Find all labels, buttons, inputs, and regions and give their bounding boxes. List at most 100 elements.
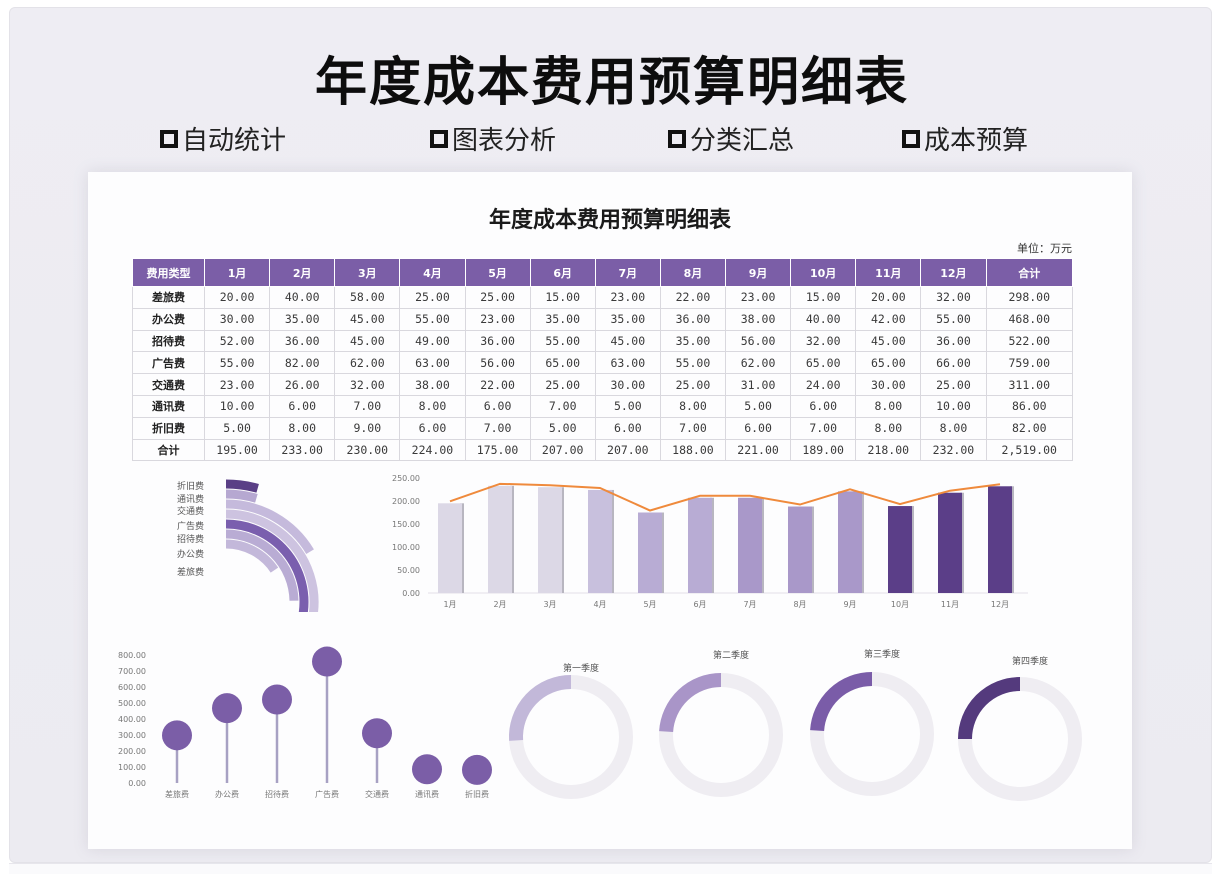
table-cell[interactable]: 36.00	[659, 307, 727, 331]
table-cell[interactable]: 25.00	[464, 286, 531, 309]
table-cell[interactable]: 7.00	[529, 394, 596, 418]
row-label[interactable]: 通讯费	[132, 394, 205, 418]
table-cell[interactable]: 522.00	[985, 329, 1073, 353]
donut-segment[interactable]	[509, 675, 572, 741]
table-cell[interactable]: 9.00	[334, 416, 401, 440]
table-cell[interactable]: 232.00	[920, 438, 987, 462]
table-cell[interactable]: 23.00	[724, 286, 792, 309]
lollipop-dot[interactable]	[262, 684, 292, 715]
table-cell[interactable]: 298.00	[985, 286, 1073, 309]
lollipop-dot[interactable]	[212, 693, 242, 724]
table-cell[interactable]: 8.00	[855, 394, 922, 418]
table-cell[interactable]: 35.00	[529, 307, 596, 331]
table-cell[interactable]: 36.00	[464, 329, 531, 353]
table-cell[interactable]: 62.00	[334, 351, 401, 375]
table-cell[interactable]: 23.00	[464, 307, 531, 331]
table-cell[interactable]: 759.00	[985, 351, 1073, 375]
month-bar[interactable]	[538, 487, 562, 593]
month-bar[interactable]	[938, 492, 962, 593]
table-cell[interactable]: 45.00	[855, 329, 922, 353]
table-cell[interactable]: 58.00	[334, 286, 401, 309]
donut-segment[interactable]	[659, 673, 722, 733]
table-cell[interactable]: 218.00	[855, 438, 922, 462]
month-bar[interactable]	[438, 503, 462, 593]
table-cell[interactable]: 36.00	[920, 329, 987, 353]
table-cell[interactable]: 6.00	[464, 394, 531, 418]
lollipop-dot[interactable]	[312, 646, 342, 677]
row-label[interactable]: 广告费	[132, 351, 205, 375]
table-cell[interactable]: 45.00	[334, 329, 401, 353]
table-cell[interactable]: 8.00	[920, 416, 987, 440]
table-cell[interactable]: 24.00	[790, 373, 857, 396]
table-cell[interactable]: 6.00	[594, 416, 661, 440]
table-cell[interactable]: 6.00	[790, 394, 857, 418]
table-cell[interactable]: 22.00	[659, 286, 727, 309]
lollipop-dot[interactable]	[162, 720, 192, 751]
table-cell[interactable]: 8.00	[855, 416, 922, 440]
table-cell[interactable]: 31.00	[724, 373, 792, 396]
table-cell[interactable]: 55.00	[529, 329, 596, 353]
table-cell[interactable]: 66.00	[920, 351, 987, 375]
table-cell[interactable]: 25.00	[399, 286, 466, 309]
table-cell[interactable]: 38.00	[724, 307, 792, 331]
table-cell[interactable]: 23.00	[203, 373, 271, 396]
table-cell[interactable]: 55.00	[399, 307, 466, 331]
month-bar[interactable]	[588, 489, 612, 593]
table-cell[interactable]: 8.00	[659, 394, 727, 418]
table-cell[interactable]: 7.00	[464, 416, 531, 440]
donut-segment[interactable]	[810, 672, 873, 732]
table-cell[interactable]: 26.00	[269, 373, 336, 396]
table-cell[interactable]: 40.00	[790, 307, 857, 331]
table-cell[interactable]: 5.00	[724, 394, 792, 418]
table-cell[interactable]: 20.00	[855, 286, 922, 309]
month-bar[interactable]	[738, 497, 762, 593]
lollipop-dot[interactable]	[362, 718, 392, 749]
table-cell[interactable]: 15.00	[790, 286, 857, 309]
table-cell[interactable]: 5.00	[529, 416, 596, 440]
table-cell[interactable]: 7.00	[334, 394, 401, 418]
table-cell[interactable]: 42.00	[855, 307, 922, 331]
table-cell[interactable]: 35.00	[269, 307, 336, 331]
table-cell[interactable]: 221.00	[724, 438, 792, 462]
table-cell[interactable]: 233.00	[269, 438, 336, 462]
table-cell[interactable]: 52.00	[203, 329, 271, 353]
table-cell[interactable]: 25.00	[920, 373, 987, 396]
row-label[interactable]: 合计	[132, 438, 205, 462]
table-cell[interactable]: 65.00	[790, 351, 857, 375]
row-label[interactable]: 办公费	[132, 307, 205, 331]
table-cell[interactable]: 195.00	[203, 438, 271, 462]
table-cell[interactable]: 468.00	[985, 307, 1073, 331]
table-cell[interactable]: 55.00	[203, 351, 271, 375]
table-cell[interactable]: 207.00	[529, 438, 596, 462]
month-bar[interactable]	[638, 512, 662, 594]
table-cell[interactable]: 56.00	[464, 351, 531, 375]
table-cell[interactable]: 224.00	[399, 438, 466, 462]
table-cell[interactable]: 55.00	[659, 351, 727, 375]
table-cell[interactable]: 10.00	[920, 394, 987, 418]
table-cell[interactable]: 49.00	[399, 329, 466, 353]
month-bar[interactable]	[488, 485, 512, 593]
table-cell[interactable]: 32.00	[790, 329, 857, 353]
table-cell[interactable]: 86.00	[985, 394, 1073, 418]
table-cell[interactable]: 30.00	[855, 373, 922, 396]
table-cell[interactable]: 45.00	[594, 329, 661, 353]
table-cell[interactable]: 7.00	[659, 416, 727, 440]
table-cell[interactable]: 15.00	[529, 286, 596, 309]
table-cell[interactable]: 35.00	[659, 329, 727, 353]
table-cell[interactable]: 65.00	[529, 351, 596, 375]
table-cell[interactable]: 82.00	[269, 351, 336, 375]
table-cell[interactable]: 5.00	[203, 416, 271, 440]
table-cell[interactable]: 230.00	[334, 438, 401, 462]
table-cell[interactable]: 32.00	[334, 373, 401, 396]
row-label[interactable]: 折旧费	[132, 416, 205, 440]
table-cell[interactable]: 63.00	[399, 351, 466, 375]
table-cell[interactable]: 23.00	[594, 286, 661, 309]
month-bar[interactable]	[838, 491, 862, 593]
table-cell[interactable]: 6.00	[724, 416, 792, 440]
row-label[interactable]: 招待费	[132, 329, 205, 353]
month-bar[interactable]	[788, 506, 812, 593]
donut-segment[interactable]	[958, 677, 1021, 740]
table-cell[interactable]: 55.00	[920, 307, 987, 331]
table-cell[interactable]: 56.00	[724, 329, 792, 353]
table-cell[interactable]: 30.00	[203, 307, 271, 331]
